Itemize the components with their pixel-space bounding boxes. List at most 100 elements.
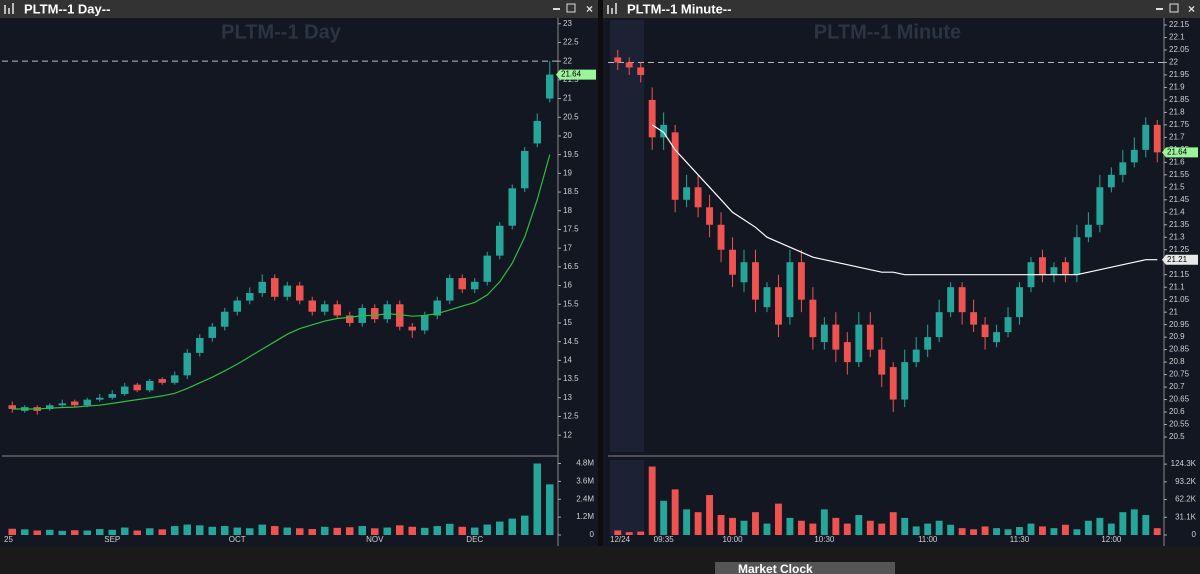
candle-body [246, 293, 254, 301]
y-tick-label: 21.15 [1169, 270, 1190, 279]
candle-body [1142, 124, 1150, 150]
candle-body [433, 300, 441, 316]
candle-body [1039, 257, 1046, 275]
candle-body [183, 352, 191, 376]
volume-bar [183, 524, 191, 535]
volume-bar [546, 484, 554, 535]
candle-body [221, 311, 229, 327]
volume-bar [258, 524, 266, 535]
candle-body [258, 281, 266, 294]
volume-bar [694, 512, 702, 535]
close-button[interactable]: × [1188, 2, 1195, 16]
candle-body [947, 287, 955, 313]
volume-bar [1119, 512, 1127, 535]
minimize-button[interactable] [553, 8, 560, 10]
y-tick-label: 22.1 [1169, 33, 1185, 42]
y-tick-label: 12 [563, 430, 572, 439]
volume-bar [8, 528, 16, 535]
candle-body [196, 337, 204, 353]
volume-tick-label: 3.6M [576, 476, 594, 485]
candle-body [408, 326, 416, 331]
candle-body [797, 262, 805, 300]
y-tick-label: 21.25 [1169, 245, 1190, 254]
volume-bar [171, 526, 179, 535]
candle-body [171, 375, 179, 383]
volume-bar [1130, 509, 1138, 535]
y-tick-label: 20.7 [1169, 382, 1185, 391]
volume-bar [533, 463, 541, 535]
volume-bar [308, 529, 316, 535]
volume-bar [809, 523, 817, 535]
volume-bar [158, 529, 166, 535]
candle-body [483, 255, 491, 282]
candle-body [912, 349, 920, 363]
volume-bar [133, 530, 141, 535]
candle-body [321, 304, 329, 312]
volume-bar [46, 529, 54, 535]
volume-bar [1061, 524, 1069, 535]
indicator-line [651, 124, 1158, 276]
candle-body [694, 187, 702, 208]
maximize-button[interactable] [566, 3, 576, 13]
candle-body [233, 300, 241, 312]
minimize-button[interactable] [1156, 8, 1163, 10]
chart-icon [611, 8, 613, 14]
y-tick-label: 20.85 [1169, 345, 1190, 354]
x-tick-label: DEC [466, 535, 483, 544]
candle-body [521, 150, 529, 189]
volume-bar [866, 520, 874, 535]
volume-bar [648, 466, 656, 535]
candle-body [396, 304, 404, 327]
y-tick-label: 21.95 [1169, 70, 1190, 79]
desktop-strip [0, 546, 1200, 574]
close-button[interactable]: × [586, 2, 593, 16]
volume-bar [521, 515, 529, 535]
volume-bar [1004, 529, 1012, 535]
x-tick-label: 11:30 [1010, 535, 1030, 544]
price-label-tag [1162, 254, 1198, 265]
footer-window-bar[interactable] [715, 562, 895, 574]
volume-bar [33, 530, 41, 535]
y-tick-label: 17 [563, 243, 572, 252]
candle-body [1096, 187, 1104, 225]
candle-body [843, 342, 851, 363]
x-tick-label: 25 [4, 535, 13, 544]
candle-body [8, 405, 16, 409]
candle-body [993, 332, 1000, 343]
volume-tick-label: 4.8M [576, 459, 594, 468]
volume-bar [283, 527, 291, 535]
candle-body [729, 249, 736, 275]
candle-body [71, 401, 79, 406]
volume-bar [421, 527, 429, 535]
volume-tick-label: 2.4M [576, 494, 594, 503]
y-tick-label: 20.65 [1169, 395, 1190, 404]
x-tick-label: NOV [366, 535, 384, 544]
candle-body [546, 74, 554, 99]
price-label: 21.64 [561, 70, 582, 79]
volume-bar [843, 523, 851, 535]
volume-bar [924, 523, 932, 535]
y-tick-label: 21.35 [1169, 220, 1190, 229]
maximize-button[interactable] [1169, 3, 1179, 13]
candle-body [133, 384, 141, 391]
candle-body [981, 324, 989, 338]
candle-body [820, 324, 828, 343]
volume-bar [96, 529, 104, 535]
volume-bar [660, 500, 668, 535]
volume-bar [1096, 517, 1104, 535]
candle-body [775, 287, 782, 325]
candle-body [283, 285, 291, 297]
y-tick-label: 21.85 [1169, 95, 1190, 104]
candle-body [889, 367, 897, 400]
volume-bar [1153, 528, 1161, 535]
chart-panel [0, 18, 598, 546]
y-tick-label: 22.05 [1169, 45, 1190, 54]
y-tick-label: 21 [563, 94, 572, 103]
x-tick-label: OCT [229, 535, 246, 544]
y-tick-label: 12.5 [563, 412, 579, 421]
candle-body [970, 312, 978, 325]
volume-bar [196, 525, 204, 535]
y-tick-label: 21.9 [1169, 83, 1185, 92]
candle-body [46, 405, 54, 409]
